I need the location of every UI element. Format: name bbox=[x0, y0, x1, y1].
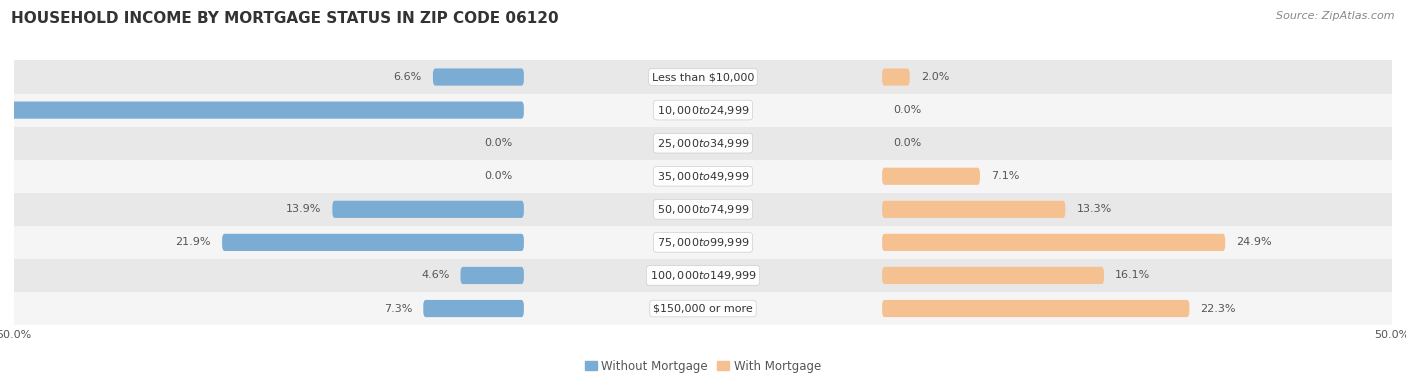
Text: 21.9%: 21.9% bbox=[176, 237, 211, 247]
Text: Source: ZipAtlas.com: Source: ZipAtlas.com bbox=[1277, 11, 1395, 21]
FancyBboxPatch shape bbox=[423, 300, 524, 317]
Bar bbox=[14, 226, 1392, 259]
Text: 6.6%: 6.6% bbox=[394, 72, 422, 82]
Text: $100,000 to $149,999: $100,000 to $149,999 bbox=[650, 269, 756, 282]
Text: $150,000 or more: $150,000 or more bbox=[654, 304, 752, 313]
Bar bbox=[14, 259, 1392, 292]
Text: 13.3%: 13.3% bbox=[1077, 204, 1112, 214]
FancyBboxPatch shape bbox=[332, 201, 524, 218]
Legend: Without Mortgage, With Mortgage: Without Mortgage, With Mortgage bbox=[581, 355, 825, 377]
Text: 0.0%: 0.0% bbox=[485, 171, 513, 181]
FancyBboxPatch shape bbox=[433, 68, 524, 86]
FancyBboxPatch shape bbox=[882, 168, 980, 185]
Text: 13.9%: 13.9% bbox=[285, 204, 322, 214]
FancyBboxPatch shape bbox=[461, 267, 524, 284]
Text: 2.0%: 2.0% bbox=[921, 72, 949, 82]
FancyBboxPatch shape bbox=[882, 68, 910, 86]
Text: 24.9%: 24.9% bbox=[1236, 237, 1272, 247]
Text: 0.0%: 0.0% bbox=[485, 138, 513, 148]
Text: 4.6%: 4.6% bbox=[420, 271, 450, 280]
Text: 0.0%: 0.0% bbox=[893, 105, 921, 115]
Text: $75,000 to $99,999: $75,000 to $99,999 bbox=[657, 236, 749, 249]
Text: $25,000 to $34,999: $25,000 to $34,999 bbox=[657, 137, 749, 150]
Bar bbox=[14, 60, 1392, 94]
Text: 0.0%: 0.0% bbox=[893, 138, 921, 148]
FancyBboxPatch shape bbox=[882, 300, 1189, 317]
Text: 7.3%: 7.3% bbox=[384, 304, 412, 313]
Text: 7.1%: 7.1% bbox=[991, 171, 1019, 181]
FancyBboxPatch shape bbox=[0, 102, 524, 119]
Text: 16.1%: 16.1% bbox=[1115, 271, 1150, 280]
Bar bbox=[14, 193, 1392, 226]
FancyBboxPatch shape bbox=[882, 201, 1066, 218]
Text: 22.3%: 22.3% bbox=[1201, 304, 1236, 313]
Text: $50,000 to $74,999: $50,000 to $74,999 bbox=[657, 203, 749, 216]
FancyBboxPatch shape bbox=[882, 234, 1225, 251]
FancyBboxPatch shape bbox=[882, 267, 1104, 284]
Text: $10,000 to $24,999: $10,000 to $24,999 bbox=[657, 104, 749, 116]
Bar bbox=[14, 292, 1392, 325]
Bar bbox=[14, 94, 1392, 127]
FancyBboxPatch shape bbox=[222, 234, 524, 251]
Text: Less than $10,000: Less than $10,000 bbox=[652, 72, 754, 82]
Text: $35,000 to $49,999: $35,000 to $49,999 bbox=[657, 170, 749, 183]
Bar bbox=[14, 160, 1392, 193]
Bar bbox=[14, 127, 1392, 160]
Text: HOUSEHOLD INCOME BY MORTGAGE STATUS IN ZIP CODE 06120: HOUSEHOLD INCOME BY MORTGAGE STATUS IN Z… bbox=[11, 11, 558, 26]
